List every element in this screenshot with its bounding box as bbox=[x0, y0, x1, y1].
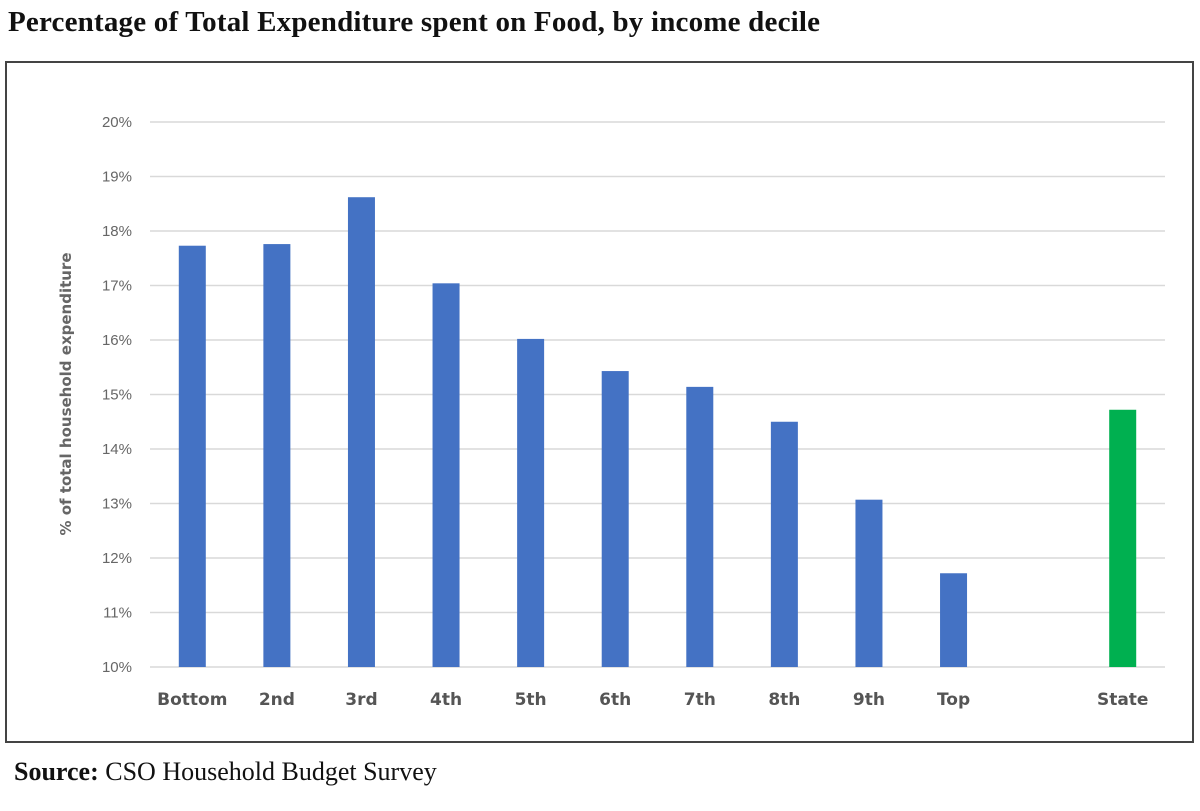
bar-9th bbox=[855, 499, 883, 667]
y-axis-label: % of total household expenditure bbox=[57, 252, 75, 535]
x-tick-label: 7th bbox=[684, 690, 716, 710]
x-axis-labels: Bottom 2nd 3rd 4th 5th 6th 7th 8th 9th Top State bbox=[157, 690, 1148, 710]
x-tick-label: Top bbox=[937, 690, 970, 710]
y-tick-label: 14% bbox=[102, 441, 132, 458]
bar-2nd bbox=[263, 244, 291, 667]
y-tick-label: 17% bbox=[102, 278, 132, 295]
y-tick-label: 15% bbox=[102, 387, 132, 404]
x-tick-label: 8th bbox=[768, 690, 800, 710]
y-tick-label: 13% bbox=[102, 496, 132, 513]
x-tick-label: Bottom bbox=[157, 690, 227, 710]
y-tick-label: 16% bbox=[102, 332, 132, 349]
gridlines bbox=[150, 121, 1165, 668]
x-tick-label: 2nd bbox=[259, 690, 295, 710]
x-tick-label: 6th bbox=[599, 690, 631, 710]
source-note: Source: CSO Household Budget Survey bbox=[14, 757, 437, 787]
x-tick-label: State bbox=[1097, 690, 1149, 710]
source-text: CSO Household Budget Survey bbox=[98, 757, 437, 786]
chart-title: Percentage of Total Expenditure spent on… bbox=[8, 6, 821, 38]
y-tick-label: 20% bbox=[102, 114, 132, 131]
y-tick-label: 11% bbox=[103, 605, 132, 622]
x-tick-label: 5th bbox=[515, 690, 547, 710]
bar-6th bbox=[601, 371, 629, 667]
bars bbox=[178, 197, 1137, 667]
y-tick-label: 18% bbox=[102, 223, 132, 240]
bar-3rd bbox=[347, 197, 375, 667]
y-axis-ticks: 10% 11% 12% 13% 14% 15% 16% 17% 18% 19% 20% bbox=[102, 114, 132, 676]
bar-8th bbox=[770, 421, 798, 667]
y-tick-label: 19% bbox=[102, 169, 132, 186]
bar-7th bbox=[686, 386, 714, 667]
bar-4th bbox=[432, 283, 460, 667]
y-tick-label: 12% bbox=[102, 550, 132, 567]
bar-state bbox=[1109, 409, 1137, 667]
x-tick-label: 4th bbox=[430, 690, 462, 710]
x-tick-label: 9th bbox=[853, 690, 885, 710]
bar-top bbox=[940, 573, 968, 667]
x-tick-label: 3rd bbox=[345, 690, 377, 710]
source-label: Source: bbox=[14, 757, 99, 786]
bar-bottom bbox=[178, 245, 206, 667]
y-tick-label: 10% bbox=[102, 659, 132, 676]
bar-5th bbox=[517, 338, 545, 667]
